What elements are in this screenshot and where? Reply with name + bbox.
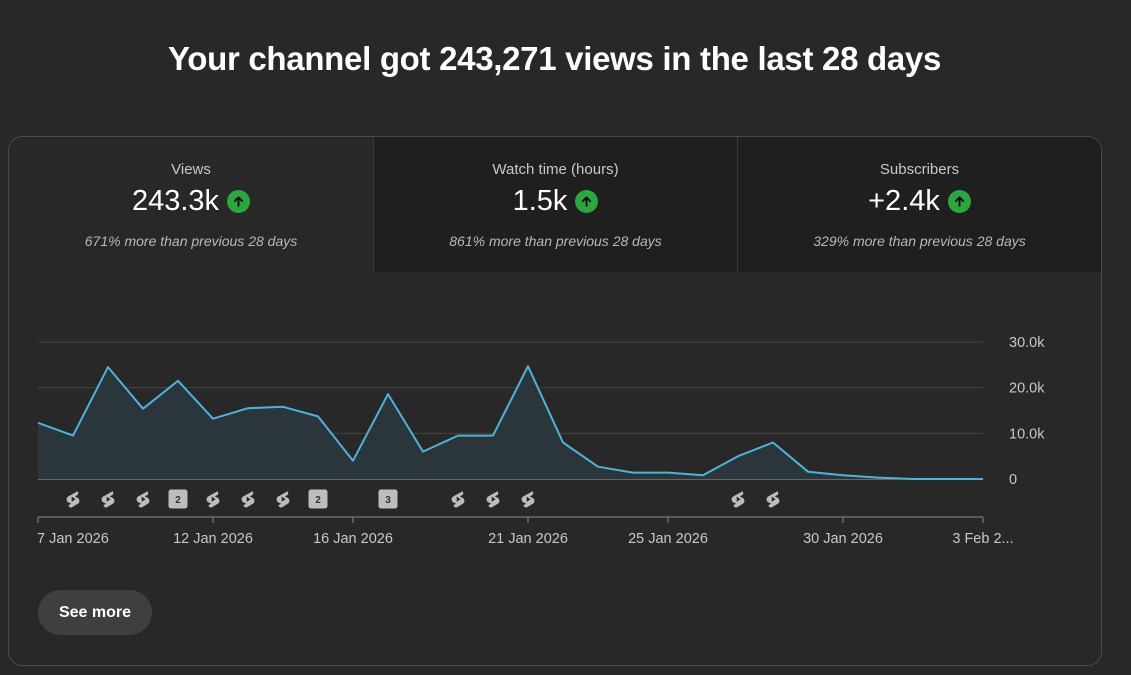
metric-compare: 671% more than previous 28 days <box>84 233 298 249</box>
y-tick-label: 30.0k <box>1009 335 1045 351</box>
shorts-icon[interactable] <box>101 491 115 508</box>
shorts-icon[interactable] <box>206 491 220 508</box>
views-chart: 0 10.0k 20.0k 30.0k 7 Jan 2026 12 Jan 2026 16 … <box>37 335 1045 547</box>
arrow-up-icon <box>947 190 971 213</box>
shorts-icon[interactable] <box>486 491 500 508</box>
metric-value: +2.4k <box>868 185 940 217</box>
y-tick-label: 0 <box>1009 472 1017 488</box>
y-tick-label: 20.0k <box>1009 381 1045 397</box>
metric-value: 243.3k <box>131 185 220 217</box>
shorts-icon[interactable] <box>731 491 745 508</box>
x-tick-label: 12 Jan 2026 <box>173 531 253 547</box>
page-title: Your channel got 243,271 views in the la… <box>167 40 942 77</box>
video-count-badge <box>308 489 328 509</box>
metric-tabs: Views 243.3k 671% more than previous 28 … <box>9 137 1101 272</box>
shorts-icon[interactable] <box>276 491 290 508</box>
x-tick-label: 3 Feb 2... <box>952 531 1013 547</box>
x-tick-label: 30 Jan 2026 <box>803 531 883 547</box>
series-line <box>37 365 983 480</box>
video-count-label: 3 <box>385 495 391 506</box>
shorts-icon[interactable] <box>766 491 780 508</box>
analytics-card: 0 10.0k 20.0k 30.0k 7 Jan 2026 12 Jan 2026 16 … <box>8 136 1102 666</box>
x-tick-label: 25 Jan 2026 <box>628 531 708 547</box>
video-count-label: 2 <box>175 495 181 506</box>
metric-label: Watch time (hours) <box>492 161 619 178</box>
x-tick-label: 16 Jan 2026 <box>313 531 393 547</box>
shorts-icon[interactable] <box>136 491 150 508</box>
tab-watch-time[interactable]: Watch time (hours) 1.5k 861% more than p… <box>373 137 737 272</box>
arrow-up-icon <box>575 190 599 213</box>
metric-compare: 861% more than previous 28 days <box>449 233 662 249</box>
shorts-icon[interactable] <box>521 491 535 508</box>
metric-value: 1.5k <box>512 185 568 217</box>
see-more-button[interactable]: See more <box>38 590 152 635</box>
chart-area <box>38 366 983 479</box>
shorts-icon[interactable] <box>66 491 80 508</box>
video-count-badge <box>168 489 188 509</box>
tab-subscribers[interactable]: Subscribers +2.4k 329% more than previou… <box>737 137 1101 272</box>
metric-label: Subscribers <box>879 161 960 178</box>
video-count-badge <box>378 489 398 509</box>
metric-label: Views <box>171 161 211 178</box>
shorts-icon[interactable] <box>241 491 255 508</box>
arrow-up-icon <box>227 190 251 213</box>
tab-views[interactable]: Views 243.3k 671% more than previous 28 … <box>9 137 373 272</box>
x-tick-label: 7 Jan 2026 <box>37 531 109 547</box>
x-tick-label: 21 Jan 2026 <box>488 531 568 547</box>
shorts-icon[interactable] <box>451 491 465 508</box>
metric-compare: 329% more than previous 28 days <box>813 233 1026 249</box>
y-tick-label: 10.0k <box>1009 426 1045 442</box>
video-count-label: 2 <box>315 495 321 506</box>
